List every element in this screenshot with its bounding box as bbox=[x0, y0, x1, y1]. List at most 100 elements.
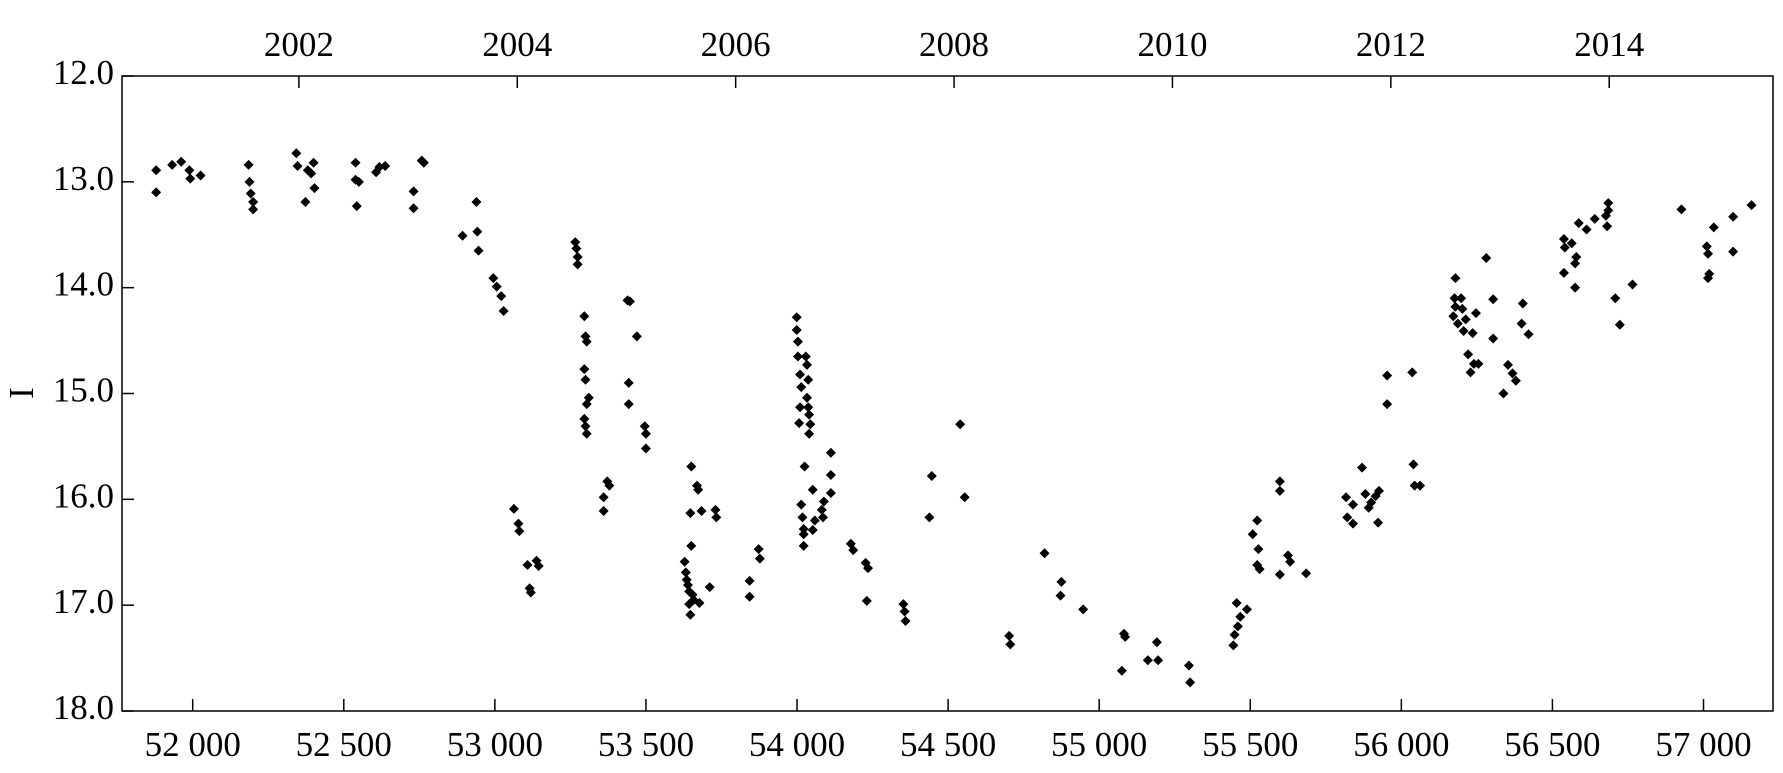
data-point bbox=[1253, 544, 1264, 555]
data-point bbox=[900, 616, 911, 627]
data-point bbox=[1120, 631, 1131, 642]
data-point bbox=[1078, 604, 1089, 615]
y-axis-label: I bbox=[2, 387, 41, 399]
data-point bbox=[1602, 221, 1613, 232]
data-point bbox=[1517, 298, 1528, 309]
data-point bbox=[408, 186, 419, 197]
data-point bbox=[704, 582, 715, 593]
data-point bbox=[680, 567, 691, 578]
data-point bbox=[798, 540, 809, 551]
data-point bbox=[754, 553, 765, 564]
data-point bbox=[1448, 311, 1459, 322]
data-point bbox=[640, 428, 651, 439]
data-point bbox=[1516, 318, 1527, 329]
data-point bbox=[1231, 598, 1242, 609]
x2-tick-label: 2012 bbox=[1356, 25, 1426, 64]
data-point bbox=[1627, 279, 1638, 290]
data-point bbox=[899, 606, 910, 617]
data-point bbox=[816, 504, 827, 515]
data-point bbox=[1452, 318, 1463, 329]
data-point bbox=[924, 512, 935, 523]
data-point bbox=[245, 188, 256, 199]
data-point bbox=[710, 504, 721, 515]
data-point bbox=[513, 518, 524, 529]
data-point bbox=[1285, 556, 1296, 567]
data-point bbox=[1342, 512, 1353, 523]
data-point bbox=[353, 176, 364, 187]
data-point bbox=[801, 359, 812, 370]
data-point bbox=[795, 402, 806, 413]
data-point bbox=[798, 529, 809, 540]
data-point bbox=[686, 461, 697, 472]
data-point bbox=[1347, 518, 1358, 529]
data-point bbox=[1116, 665, 1127, 676]
data-point bbox=[744, 591, 755, 602]
data-point bbox=[579, 364, 590, 375]
x2-tick-label: 2010 bbox=[1137, 25, 1207, 64]
x2-tick-label: 2002 bbox=[264, 25, 334, 64]
data-point bbox=[825, 469, 836, 480]
data-point bbox=[1382, 370, 1393, 381]
data-point bbox=[167, 159, 178, 170]
data-point bbox=[570, 237, 581, 248]
data-point bbox=[1746, 200, 1757, 211]
data-point bbox=[248, 196, 259, 207]
data-point bbox=[1573, 218, 1584, 229]
data-point bbox=[1232, 621, 1243, 632]
data-point bbox=[1357, 462, 1368, 473]
data-point bbox=[1183, 660, 1194, 671]
data-point bbox=[694, 598, 705, 609]
data-point bbox=[1185, 677, 1196, 688]
data-point bbox=[1274, 485, 1285, 496]
data-point bbox=[1603, 198, 1614, 208]
data-point bbox=[408, 203, 419, 214]
data-point bbox=[176, 156, 187, 167]
data-point bbox=[1382, 399, 1393, 410]
data-point bbox=[598, 492, 609, 503]
data-point bbox=[1301, 568, 1312, 579]
data-point bbox=[572, 251, 583, 262]
data-point bbox=[1142, 655, 1153, 666]
data-point bbox=[1460, 314, 1471, 325]
data-point bbox=[799, 461, 810, 472]
data-point bbox=[514, 526, 525, 537]
data-point bbox=[805, 419, 816, 430]
data-point bbox=[825, 447, 836, 458]
data-point bbox=[151, 165, 162, 176]
data-point bbox=[1456, 293, 1467, 304]
data-point bbox=[533, 561, 544, 572]
data-point bbox=[1558, 233, 1569, 244]
data-point bbox=[1254, 564, 1265, 575]
data-point bbox=[1039, 548, 1050, 559]
data-point bbox=[380, 160, 391, 171]
data-point bbox=[1507, 368, 1518, 379]
data-point bbox=[184, 165, 195, 176]
data-point bbox=[1408, 459, 1419, 470]
data-point bbox=[1463, 349, 1474, 360]
data-point bbox=[1450, 273, 1461, 284]
data-point bbox=[1415, 480, 1426, 491]
data-point bbox=[798, 523, 809, 534]
data-point bbox=[1470, 308, 1481, 319]
data-point bbox=[1056, 576, 1067, 587]
data-point bbox=[1559, 242, 1570, 253]
data-point bbox=[825, 487, 836, 498]
data-point bbox=[1589, 213, 1600, 224]
data-point bbox=[1373, 517, 1384, 528]
data-point bbox=[185, 173, 196, 184]
data-point bbox=[308, 157, 319, 168]
data-point bbox=[525, 587, 536, 598]
data-point bbox=[1703, 248, 1714, 259]
data-point bbox=[796, 382, 807, 393]
data-point bbox=[1458, 326, 1469, 337]
data-point bbox=[1449, 293, 1460, 304]
data-point bbox=[791, 325, 802, 335]
x-tick-label: 54 000 bbox=[749, 725, 845, 764]
data-point bbox=[679, 556, 690, 567]
data-point bbox=[195, 170, 206, 181]
data-point bbox=[1467, 328, 1478, 339]
data-point bbox=[244, 176, 255, 187]
data-point bbox=[792, 336, 803, 347]
data-point bbox=[1510, 375, 1521, 386]
